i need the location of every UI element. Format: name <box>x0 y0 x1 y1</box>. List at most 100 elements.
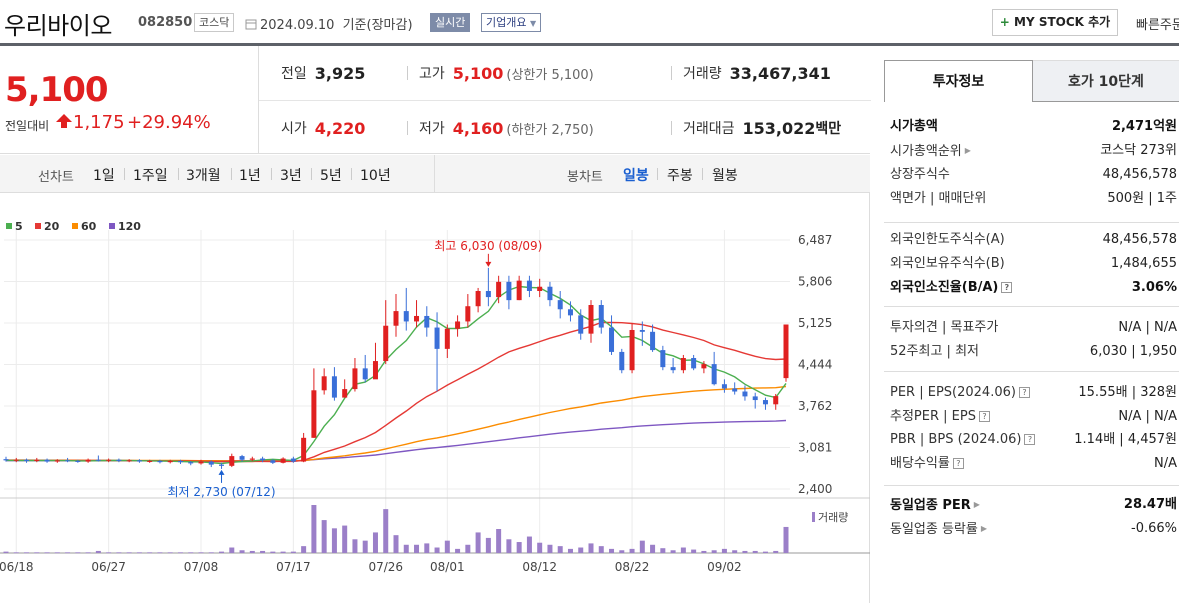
volume-bar <box>290 551 296 553</box>
volume-label: 거래량 <box>683 66 722 82</box>
lower-limit-value: (하한가 2,750) <box>506 122 594 138</box>
industry-per-row[interactable]: 동일업종 PER ▶ 28.47배 <box>890 493 1179 517</box>
industry-rate-value: -0.66% <box>1131 521 1177 536</box>
candle-body <box>762 400 768 405</box>
tab-monthly[interactable]: 월봉 <box>712 168 738 184</box>
candle-body <box>485 290 491 298</box>
amount-unit: 백만 <box>815 121 842 137</box>
x-tick-label: 07/26 <box>368 560 403 574</box>
volume-bar <box>270 551 276 553</box>
industry-per-label: 동일업종 PER <box>890 498 971 513</box>
candle-body <box>629 329 635 371</box>
company-overview-dropdown[interactable]: 기업개요 ▼ <box>481 13 542 32</box>
y-tick-label: 2,400 <box>798 482 832 496</box>
x-tick-label: 07/08 <box>184 560 219 574</box>
tab-order-book[interactable]: 호가 10단계 <box>1033 60 1179 102</box>
candle-body <box>157 460 163 463</box>
tab-1year[interactable]: 1년 <box>239 168 261 184</box>
candle-body <box>547 286 553 301</box>
volume-bar <box>34 552 40 554</box>
amount-value: 153,022 <box>742 118 816 138</box>
candle-body <box>372 361 378 380</box>
volume-bar <box>362 540 368 553</box>
ma20-line <box>6 321 787 463</box>
y-tick-label: 3,762 <box>798 399 832 413</box>
volume-bar <box>783 526 789 553</box>
tab-1day[interactable]: 1일 <box>93 168 115 184</box>
volume-bar <box>54 552 60 554</box>
help-icon[interactable]: ? <box>1024 434 1036 445</box>
help-icon[interactable]: ? <box>978 411 990 422</box>
volume-bar <box>506 539 512 553</box>
candle-body <box>455 321 461 329</box>
candlestick-chart[interactable]: 5 20 60 120 6,487 5,806 5,125 4,444 3,762 3,081 2… <box>0 193 870 603</box>
candle-body <box>773 396 779 405</box>
candle-body <box>619 351 625 371</box>
candles <box>3 267 789 469</box>
volume-bar <box>188 552 194 554</box>
low-annotation: 최저 2,730 (07/12) <box>168 485 276 499</box>
tab-weekly[interactable]: 주봉 <box>667 168 693 184</box>
candle-body <box>75 460 81 462</box>
foreign-ratio-value: 3.06% <box>1131 280 1177 295</box>
help-icon[interactable]: ? <box>952 458 964 469</box>
volume-bar <box>526 536 532 553</box>
candle-body <box>752 396 758 401</box>
candle-body <box>362 368 368 380</box>
low-arrow-head <box>218 469 225 475</box>
industry-rate-row[interactable]: 동일업종 등락률 ▶ -0.66% <box>890 517 1179 541</box>
tab-5year[interactable]: 5년 <box>320 168 342 184</box>
market-badge: 코스닥 <box>194 13 235 32</box>
volume-bar <box>3 551 9 553</box>
volume-bar <box>547 544 553 553</box>
volume-bar <box>352 539 358 553</box>
x-tick-label: 08/01 <box>430 560 465 574</box>
tab-1week[interactable]: 1주일 <box>133 168 168 184</box>
candle-body <box>393 311 399 326</box>
realtime-button[interactable]: 실시간 <box>430 13 471 32</box>
volume-bar <box>762 551 768 553</box>
volume-bar <box>147 552 153 554</box>
current-price: 5,100 <box>5 70 109 110</box>
volume-bar <box>393 535 399 553</box>
volume-bar <box>629 548 635 553</box>
chart-grid <box>0 230 870 554</box>
pbr-bps-value: 1.14배 | 4,457원 <box>1074 432 1177 447</box>
volume-bar <box>126 552 132 554</box>
candle-body <box>680 358 686 371</box>
y-tick-label: 4,444 <box>798 358 832 372</box>
candle-body <box>177 460 183 463</box>
candle-body <box>424 315 430 328</box>
foreign-ratio-row: 외국인소진율(B/A)? 3.06% <box>890 276 1179 300</box>
quick-order-button[interactable]: 빠른주문 <box>1136 18 1179 33</box>
volume-bar <box>75 552 81 554</box>
volume-bar <box>465 544 471 553</box>
candle-body <box>670 367 676 371</box>
volume-bar <box>721 548 727 553</box>
candle-body <box>34 459 40 461</box>
candle-body <box>260 458 266 461</box>
listed-shares-label: 상장주식수 <box>890 167 950 182</box>
volume-bar <box>650 544 656 553</box>
candle-body <box>198 461 204 464</box>
tab-investment-info[interactable]: 투자정보 <box>884 60 1033 102</box>
volume-bar <box>95 550 101 553</box>
candle-body <box>3 459 9 461</box>
market-cap-rank-row[interactable]: 시가총액순위 ▶ 코스닥 273위 <box>890 139 1179 163</box>
add-mystock-button[interactable]: + MY STOCK 추가 <box>992 9 1118 36</box>
volume-bar <box>619 550 625 553</box>
tab-10year[interactable]: 10년 <box>360 168 391 184</box>
investment-info-panel: 투자정보 호가 10단계 시가총액 2,471억원 시가총액순위 ▶ 코스닥 27… <box>884 60 1179 603</box>
help-icon[interactable]: ? <box>1001 282 1013 293</box>
tab-daily[interactable]: 일봉 <box>623 168 649 184</box>
upper-limit-arrow-icon <box>56 114 72 128</box>
foreign-holding-value: 1,484,655 <box>1110 256 1177 271</box>
tab-3month[interactable]: 3개월 <box>186 168 221 184</box>
open-label: 시가 <box>281 121 307 137</box>
volume-bar <box>85 552 91 554</box>
volume-bar <box>403 544 409 553</box>
candle-body <box>598 305 604 328</box>
tab-3year[interactable]: 3년 <box>280 168 302 184</box>
help-icon[interactable]: ? <box>1018 387 1030 398</box>
volume-bar <box>383 509 389 553</box>
